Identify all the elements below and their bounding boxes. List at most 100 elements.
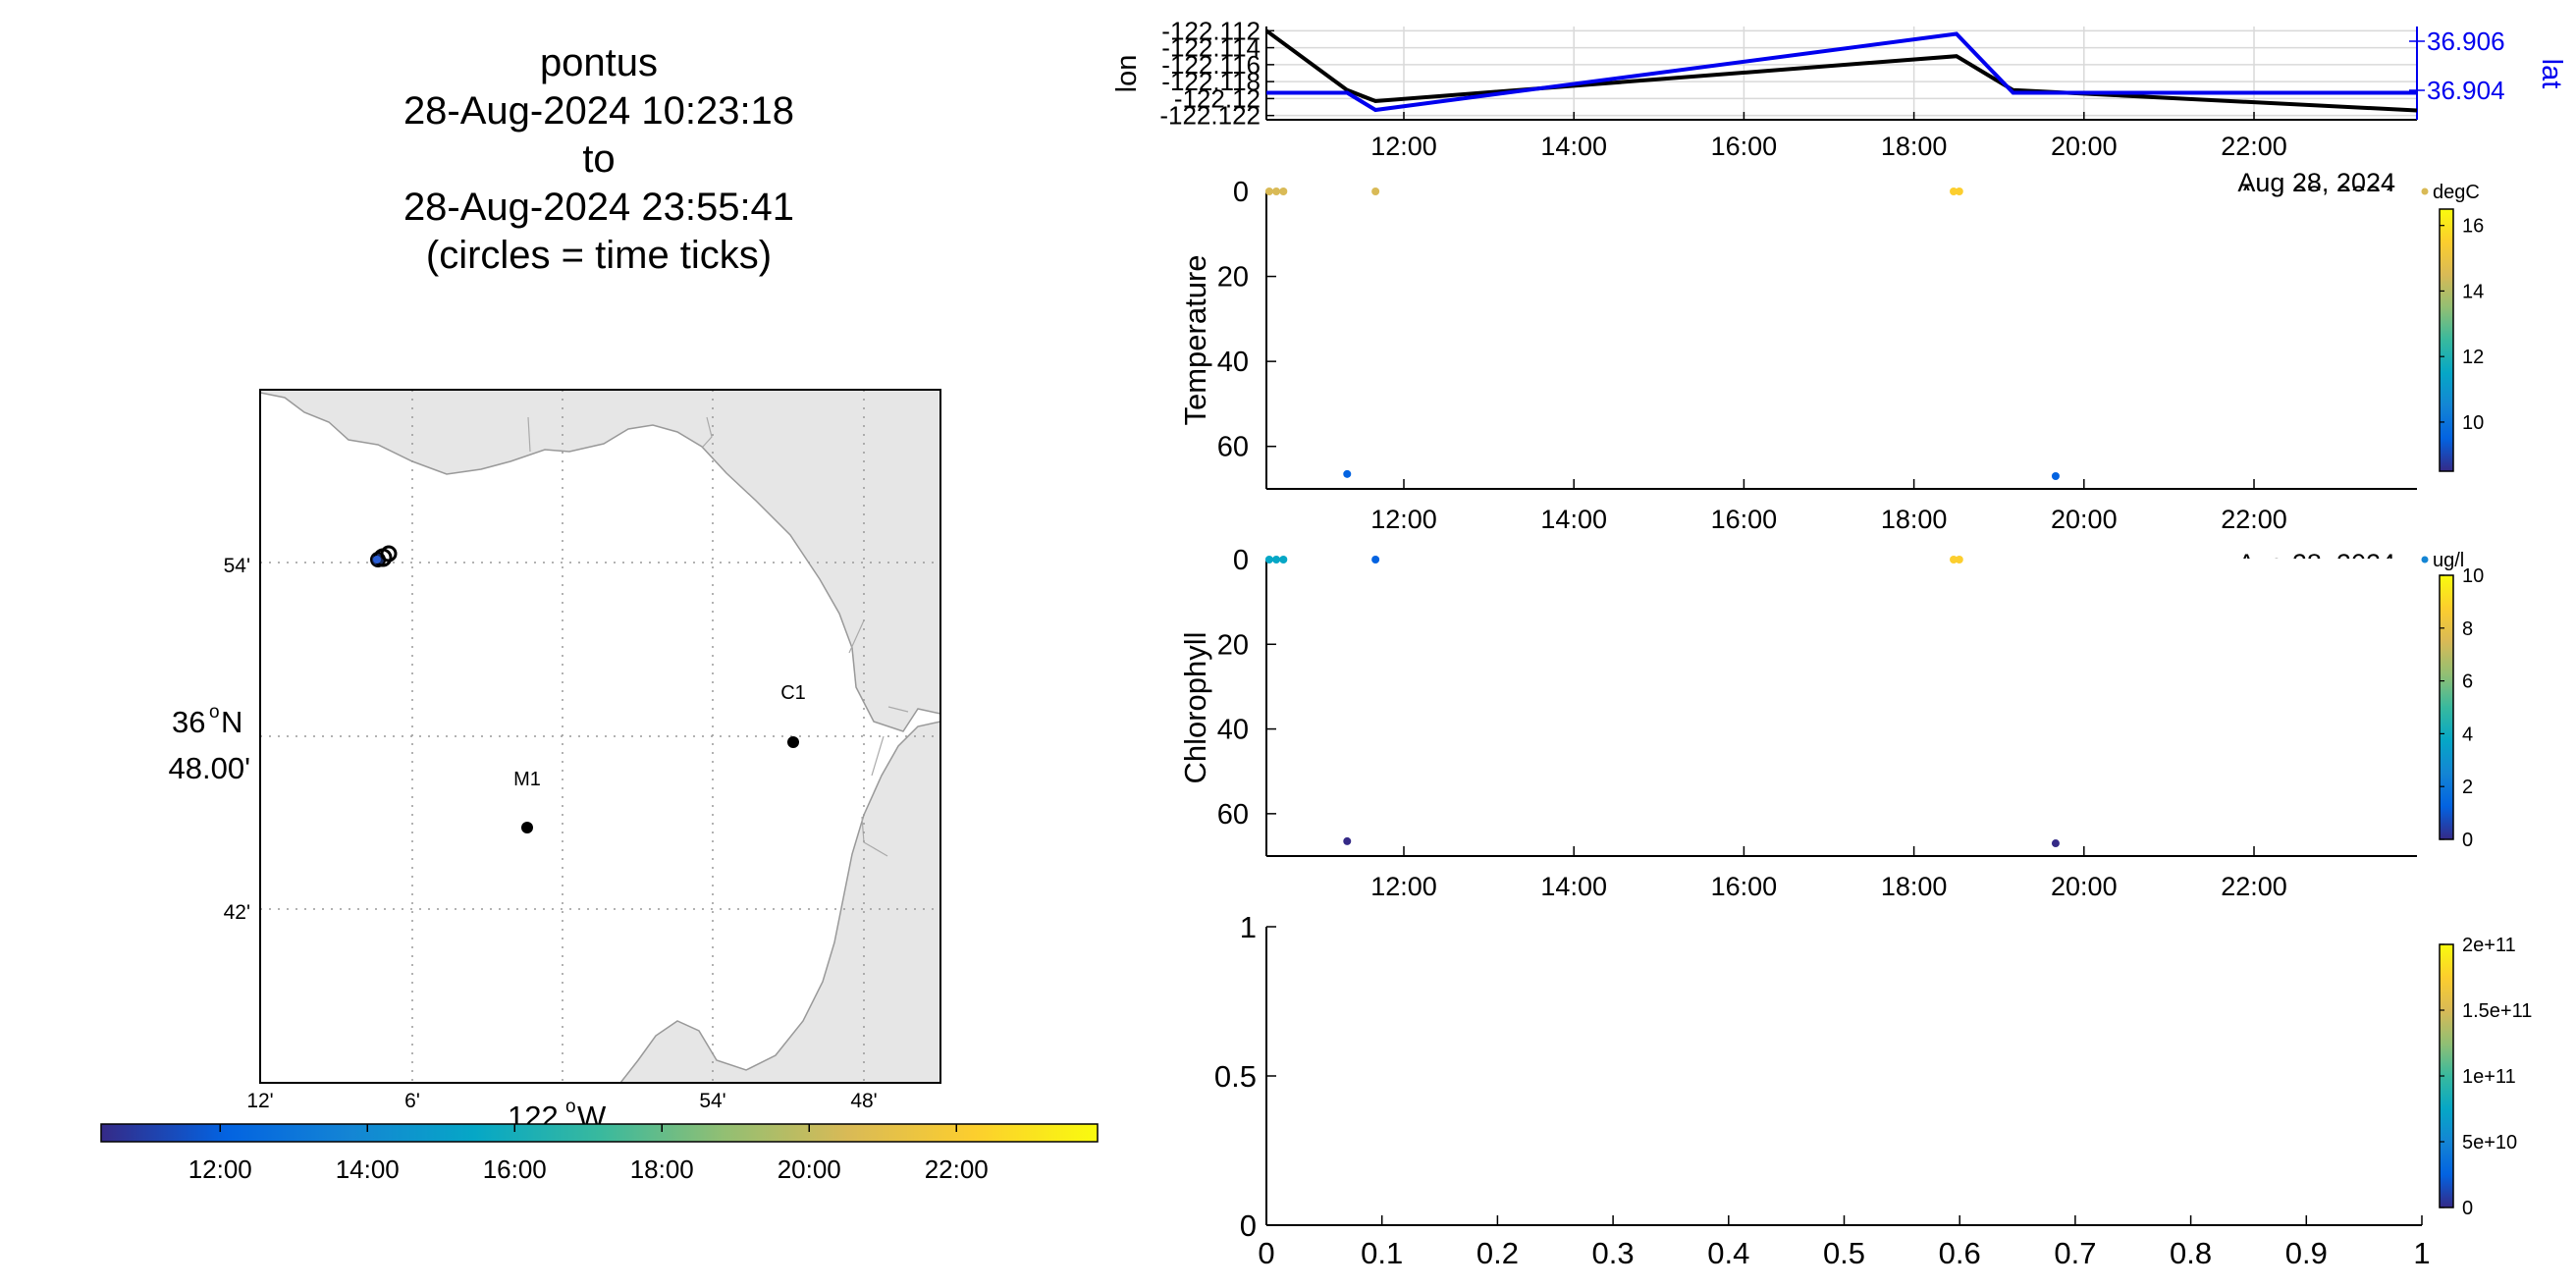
chlorophyll-data-point: [1950, 556, 1959, 564]
colorbar-tick-label: 22:00: [925, 1154, 989, 1184]
colorbar-tick-label: 12:00: [188, 1154, 252, 1184]
temperature-colorbar-tick-label: 10: [2462, 412, 2484, 434]
title-end-time: 28-Aug-2024 23:55:41: [402, 186, 795, 229]
chlorophyll-data-point: [1955, 556, 1963, 564]
title-platform: pontus: [539, 41, 659, 84]
map-lon-tick: 48': [850, 1090, 877, 1112]
time-tick-label: 18:00: [1881, 132, 1948, 161]
lon-tick-label: -122.112: [1161, 16, 1261, 45]
title-note: (circles = time ticks): [425, 234, 773, 277]
chlorophyll-y-tick-label: 0: [1233, 545, 1249, 576]
lon-axis-label: lon: [1111, 55, 1143, 93]
temperature-x-tick-label: 14:00: [1540, 505, 1607, 534]
temperature-y-tick-label: 40: [1217, 347, 1249, 378]
temperature-x-tick-label: 16:00: [1711, 505, 1778, 534]
time-tick-label: 22:00: [2221, 132, 2287, 161]
temperature-data-point: [1279, 188, 1288, 195]
station-c1-marker: [787, 736, 799, 748]
station-m1-label: M1: [513, 769, 541, 790]
empty-x-tick-label: 0.3: [1592, 1236, 1635, 1270]
temperature-y-tick-label: 20: [1217, 262, 1249, 294]
figure-title: pontus 28-Aug-2024 10:23:18 to 28-Aug-20…: [334, 39, 864, 280]
map-grid: [260, 390, 940, 1083]
chlorophyll-y-axis-label: Chlorophyll: [1178, 631, 1212, 783]
empty-colorbar-tick-label: 2e+11: [2462, 935, 2516, 956]
track-point: [373, 556, 381, 564]
empty-x-tick-label: 0.9: [2285, 1236, 2328, 1270]
colorbar-tick-label: 14:00: [336, 1154, 400, 1184]
map-lat-tick: 48.00': [169, 751, 251, 785]
temperature-y-tick-label: 0: [1233, 177, 1249, 208]
svg-text:N: N: [221, 705, 242, 739]
chlorophyll-colorbar: [2439, 574, 2454, 840]
chlorophyll-y-tick-label: 40: [1217, 715, 1249, 746]
temperature-colorbar-unit: degC: [2433, 182, 2480, 203]
chlorophyll-data-point: [2051, 839, 2060, 848]
chlorophyll-data-point: [1279, 556, 1288, 564]
temperature-x-tick-label: 18:00: [1881, 505, 1948, 534]
temperature-data-point: [1955, 188, 1963, 195]
colorbar-tick-label: 16:00: [483, 1154, 547, 1184]
time-tick-label: 20:00: [2051, 132, 2118, 161]
temperature-data-point: [1950, 188, 1959, 195]
empty-y-tick-label: 0: [1240, 1208, 1257, 1243]
svg-text:o: o: [209, 702, 220, 723]
lon-tick-label: -122.118: [1161, 67, 1261, 96]
title-start-time: 28-Aug-2024 10:23:18: [402, 89, 795, 133]
track-time-colorbar: 12:00 14:00 16:00 18:00 20:00 22:00: [100, 1123, 1099, 1184]
temperature-x-tick-label: 22:00: [2221, 505, 2287, 534]
date-label: Aug 28, 2024: [2237, 168, 2395, 197]
lat-tick-label: 36.904: [2427, 76, 2505, 105]
track-circle: [380, 545, 398, 563]
empty-y-tick-label: 0.5: [1214, 1059, 1257, 1094]
chlorophyll-colorbar-unit: ug/l: [2433, 550, 2464, 571]
empty-x-tick-label: 0.6: [1939, 1236, 1981, 1270]
map-lat-tick-36n: 36 o N: [172, 702, 242, 739]
series-line-lat: [1266, 31, 2417, 113]
temperature-data-point: [1272, 188, 1281, 195]
chlorophyll-x-tick-label: 12:00: [1370, 872, 1437, 901]
map-lat-tick: 54': [224, 555, 250, 577]
temperature-colorbar-tick-label: 14: [2462, 281, 2484, 302]
empty-panel: 0 0.1 0.2 0.3 0.4 0.5 0.6 0.7 0.8 0.9 1 0 0.5 1 2e+11 1…: [1214, 910, 2532, 1270]
track-circles: [370, 545, 398, 567]
temperature-x-tick-label: 20:00: [2051, 505, 2118, 534]
empty-colorbar-tick-label: 0: [2462, 1198, 2473, 1219]
map-lon-tick: 54': [699, 1090, 725, 1112]
position-panel: -122.112-122.114-122.116-122.118-122.12-…: [1111, 16, 2567, 197]
empty-colorbar-tick-label: 5e+10: [2462, 1132, 2517, 1154]
map-lat-tick: 42': [224, 901, 250, 924]
temperature-data-point: [2051, 472, 2060, 481]
temperature-data-point: [1264, 188, 1273, 195]
temperature-unit-marker: [2421, 188, 2429, 195]
temperature-data-point: [1343, 469, 1352, 478]
chlorophyll-data-point: [1343, 836, 1352, 845]
empty-colorbar-tick-label: 1.5e+11: [2462, 1000, 2532, 1022]
chlorophyll-x-tick-label: 22:00: [2221, 872, 2287, 901]
empty-colorbar-tick-label: 1e+11: [2462, 1066, 2516, 1088]
map-land: [260, 390, 940, 1083]
chlorophyll-x-tick-label: 18:00: [1881, 872, 1948, 901]
temperature-date-label: Aug 28, 2024: [2237, 181, 2395, 210]
temperature-colorbar: [2439, 208, 2454, 472]
chlorophyll-colorbar-tick-label: 4: [2462, 724, 2473, 745]
temperature-y-tick-label: 60: [1217, 432, 1249, 463]
temperature-data-point: [1371, 188, 1380, 195]
empty-x-tick-label: 0.7: [2054, 1236, 2096, 1270]
map-panel: M1 C1 54' 36 o N 48.00' 42' 12' 6' 122 o…: [169, 389, 941, 1134]
temperature-x-tick-label: 12:00: [1370, 505, 1437, 534]
empty-x-tick-label: 0: [1258, 1236, 1274, 1270]
lon-tick-label: -122.122: [1159, 101, 1261, 131]
colorbar-tick-label: 18:00: [630, 1154, 694, 1184]
chlorophyll-y-tick-label: 60: [1217, 799, 1249, 831]
chlorophyll-x-tick-label: 16:00: [1711, 872, 1778, 901]
temperature-colorbar-tick-label: 12: [2462, 347, 2484, 368]
chlorophyll-colorbar-tick-label: 0: [2462, 830, 2473, 851]
time-tick-label: 16:00: [1711, 132, 1778, 161]
lon-tick-label: -122.116: [1161, 50, 1261, 80]
title-to: to: [582, 137, 616, 181]
map-lon-tick: 6': [404, 1090, 420, 1112]
chlorophyll-y-tick-label: 20: [1217, 629, 1249, 661]
